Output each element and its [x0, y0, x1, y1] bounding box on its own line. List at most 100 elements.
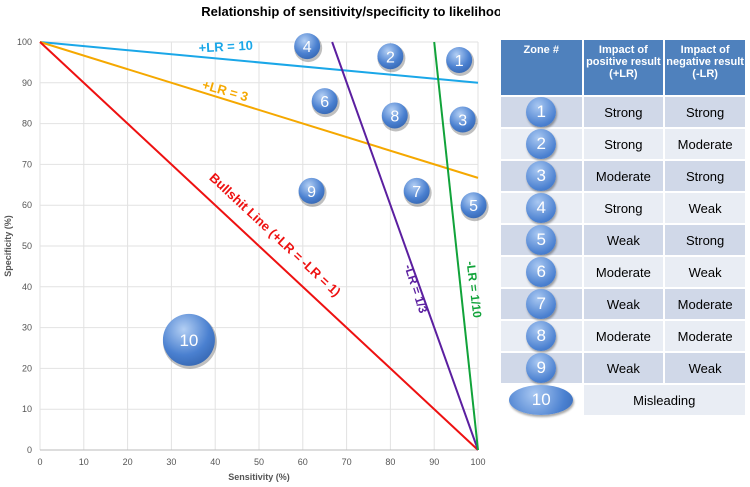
series-label: +LR = 10 — [198, 38, 253, 56]
series-line — [331, 41, 479, 451]
y-tick-label: 60 — [22, 200, 32, 210]
x-tick-label: 90 — [429, 457, 439, 467]
y-tick-label: 30 — [22, 323, 32, 333]
y-tick-label: 10 — [22, 404, 32, 414]
table-row: 1 Strong Strong — [501, 97, 745, 127]
zone-cell: 1 — [501, 97, 582, 127]
y-tick-label: 100 — [17, 37, 32, 47]
negative-impact: Weak — [665, 353, 745, 383]
zone-cell: 5 — [501, 225, 582, 255]
y-tick-label: 50 — [22, 241, 32, 251]
x-tick-label: 50 — [254, 457, 264, 467]
zone-label: 6 — [320, 94, 329, 111]
header-positive: Impact of positive result (+LR) — [583, 40, 664, 95]
zone-label: 3 — [458, 113, 467, 130]
y-tick-label: 80 — [22, 119, 32, 129]
zone-badge: 2 — [526, 129, 557, 159]
zone-marker — [162, 313, 215, 366]
positive-impact: Moderate — [583, 161, 664, 191]
zone-marker — [460, 192, 487, 219]
zone-badge: 4 — [526, 193, 557, 223]
zone-cell: 8 — [501, 321, 582, 351]
negative-impact: Weak — [665, 257, 745, 287]
x-tick-label: 10 — [79, 457, 89, 467]
series-line — [39, 41, 479, 451]
zone-marker — [381, 102, 408, 129]
zone-marker — [449, 106, 476, 133]
zone-label: 1 — [455, 53, 464, 70]
zone-label: 9 — [307, 184, 316, 201]
series-line — [39, 41, 479, 84]
y-tick-label: 70 — [22, 159, 32, 169]
table-row: 8 Moderate Moderate — [501, 321, 745, 351]
x-tick-label: 80 — [385, 457, 395, 467]
x-tick-label: 30 — [166, 457, 176, 467]
table-row: 7 Weak Moderate — [501, 289, 745, 319]
zone-badge: 1 — [526, 97, 557, 127]
series-line — [39, 41, 479, 179]
zone-label: 10 — [179, 331, 198, 350]
positive-impact: Moderate — [583, 321, 664, 351]
negative-impact: Strong — [665, 161, 745, 191]
table-row: 6 Moderate Weak — [501, 257, 745, 287]
table-row: 3 Moderate Strong — [501, 161, 745, 191]
series-label: -LR = 1/3 — [401, 263, 430, 316]
zone-label: 5 — [469, 198, 478, 215]
zone-label: 2 — [386, 49, 395, 66]
zone-cell: 4 — [501, 193, 582, 223]
zone-badge: 10 — [509, 385, 574, 415]
zone-marker — [377, 43, 404, 70]
x-tick-label: 40 — [210, 457, 220, 467]
header-negative: Impact of negative result (-LR) — [665, 40, 745, 95]
y-tick-label: 40 — [22, 282, 32, 292]
header-zone: Zone # — [501, 40, 582, 95]
positive-impact: Moderate — [583, 257, 664, 287]
series-label: -LR = 1/10 — [464, 260, 485, 319]
y-tick-label: 0 — [27, 445, 32, 455]
zone-cell: 7 — [501, 289, 582, 319]
misleading-cell: Misleading — [583, 385, 745, 415]
negative-impact: Weak — [665, 193, 745, 223]
x-tick-label: 70 — [342, 457, 352, 467]
zone-cell: 2 — [501, 129, 582, 159]
negative-impact: Moderate — [665, 129, 745, 159]
zone-marker — [311, 88, 338, 115]
positive-impact: Strong — [583, 97, 664, 127]
x-tick-label: 60 — [298, 457, 308, 467]
series-line — [433, 41, 479, 451]
table-row: 10 Misleading — [501, 385, 745, 415]
zone-cell: 3 — [501, 161, 582, 191]
zone-marker — [446, 46, 473, 73]
positive-impact: Strong — [583, 129, 664, 159]
zone-marker — [298, 177, 325, 204]
zone-label: 7 — [412, 184, 421, 201]
positive-impact: Strong — [583, 193, 664, 223]
table-row: 2 Strong Moderate — [501, 129, 745, 159]
x-tick-label: 20 — [123, 457, 133, 467]
x-tick-label: 100 — [470, 457, 485, 467]
positive-impact: Weak — [583, 353, 664, 383]
positive-impact: Weak — [583, 289, 664, 319]
y-axis-label: Specificity (%) — [3, 215, 13, 277]
table-row: 5 Weak Strong — [501, 225, 745, 255]
negative-impact: Strong — [665, 97, 745, 127]
zone-badge: 8 — [526, 321, 557, 351]
chart: Relationship of sensitivity/specificity … — [3, 4, 500, 482]
zone-badge: 3 — [526, 161, 557, 191]
zone-badge: 7 — [526, 289, 557, 319]
zone-marker — [294, 33, 321, 60]
chart-title: Relationship of sensitivity/specificity … — [201, 4, 500, 19]
zone-label: 8 — [390, 108, 399, 125]
zone-marker — [403, 177, 430, 204]
table-row: 9 Weak Weak — [501, 353, 745, 383]
y-tick-label: 20 — [22, 363, 32, 373]
y-tick-label: 90 — [22, 78, 32, 88]
zone-label: 4 — [303, 39, 312, 56]
zone-table: Zone # Impact of positive result (+LR) I… — [499, 38, 747, 417]
x-tick-label: 0 — [37, 457, 42, 467]
table-row: 4 Strong Weak — [501, 193, 745, 223]
zone-cell: 6 — [501, 257, 582, 287]
zone-cell: 9 — [501, 353, 582, 383]
negative-impact: Moderate — [665, 289, 745, 319]
